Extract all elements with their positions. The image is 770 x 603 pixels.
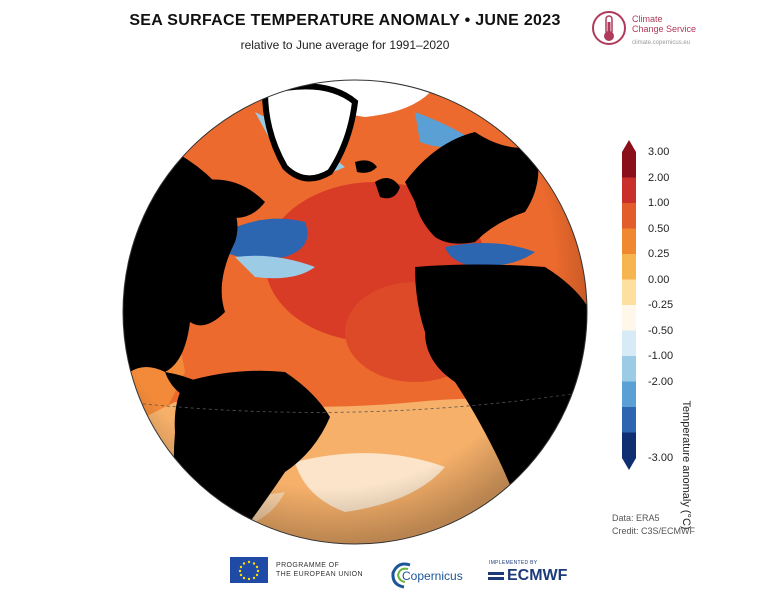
ccs-line2: Change Service (632, 24, 697, 34)
colorbar-segment (622, 177, 636, 204)
eu-flag-icon (230, 557, 268, 583)
colorbar-tick-label: -0.50 (648, 324, 674, 337)
ecmwf-text: ECMWF (507, 567, 568, 584)
ecmwf-logo: IMPLEMENTED BY ECMWF (487, 560, 592, 588)
colorbar-legend: 3.00 2.00 1.00 0.50 0.25 0.00 -0.25 -0.50 -1.00 -… (600, 140, 750, 530)
colorbar-segment (622, 203, 636, 229)
copernicus-text: Copernicus (402, 569, 463, 583)
colorbar-tick-label: -3.00 (648, 452, 674, 464)
ccs-line1: Climate (632, 14, 663, 24)
colorbar-segment (622, 381, 636, 408)
copernicus-swirl-icon (391, 562, 411, 589)
colorbar-max-arrow (622, 140, 636, 152)
credit-line: Credit: C3S/ECMWF (612, 526, 696, 536)
ccs-url: climate.copernicus.eu (632, 40, 691, 46)
colorbar-tick-label: -1.00 (648, 350, 674, 362)
copernicus-logo: Copernicus (388, 557, 468, 589)
ecmwf-symbol-icon (488, 572, 504, 580)
colorbar-tick-label: 0.00 (648, 273, 670, 286)
colorbar-tick-label: 3.00 (648, 146, 670, 158)
colorbar-segment (622, 228, 636, 255)
eu-programme-text: PROGRAMME OF THE EUROPEAN UNION (276, 561, 363, 579)
ccs-name: Climate Change Service (632, 14, 696, 34)
climate-change-service-logo: Climate Change Service climate.copernicu… (592, 8, 752, 60)
globe-outline (122, 79, 588, 545)
map-title: SEA SURFACE TEMPERATURE ANOMALY • JUNE 2… (129, 12, 561, 29)
colorbar-tick-label: 2.00 (648, 171, 670, 184)
ecmwf-implemented-by: IMPLEMENTED BY (489, 560, 538, 566)
colorbar-tick-label: -0.25 (648, 299, 674, 311)
colorbar-min-arrow (622, 458, 636, 470)
globe-map (122, 79, 588, 545)
colorbar-tick-label: -2.00 (648, 375, 674, 388)
globe-shading (123, 80, 587, 544)
map-subtitle: relative to June average for 1991–2020 (240, 38, 450, 52)
colorbar-segment (622, 152, 636, 178)
colorbar-tick-label: 0.50 (648, 222, 670, 235)
colorbar-segment (622, 254, 636, 280)
colorbar-tick-label: 1.00 (648, 197, 670, 209)
colorbar-segment (622, 356, 636, 382)
thermometer-icon (592, 11, 626, 45)
colorbar-segment (622, 330, 636, 357)
colorbar-segment (622, 407, 636, 433)
colorbar (622, 140, 636, 470)
colorbar-segment (622, 305, 636, 331)
data-source: Data: ERA5 (612, 513, 660, 523)
eu-line1: PROGRAMME OF (276, 562, 340, 569)
colorbar-tick-label: 0.25 (648, 248, 670, 260)
colorbar-segment (622, 432, 636, 459)
colorbar-segment (622, 279, 636, 306)
credits: Data: ERA5 Credit: C3S/ECMWF (612, 512, 695, 538)
eu-line2: THE EUROPEAN UNION (276, 571, 363, 578)
